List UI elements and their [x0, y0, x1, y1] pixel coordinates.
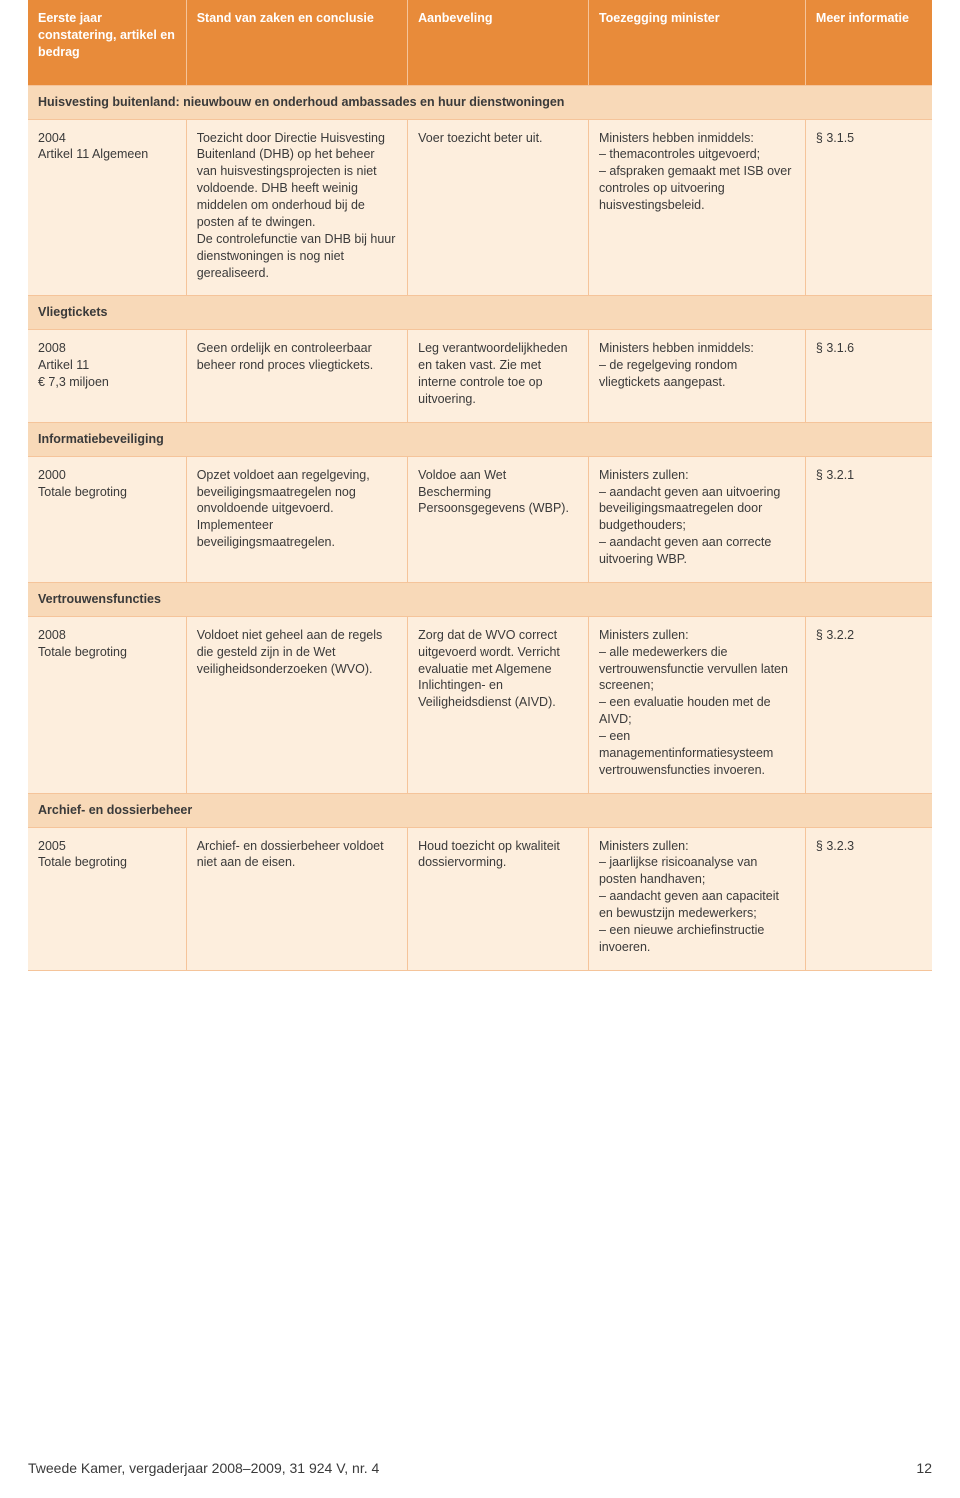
cell-c2: Toezicht door Directie Huisvesting Buite… — [186, 119, 407, 296]
section-title-text: Huisvesting buitenland: nieuwbouw en ond… — [38, 95, 564, 109]
cell-c2: Opzet voldoet aan regelgeving, beveiligi… — [186, 456, 407, 582]
col-header-2: Stand van zaken en conclusie — [186, 0, 407, 85]
cell-text: Zorg dat de WVO correct uitgevoerd wordt… — [418, 628, 563, 710]
cell-c2: Archief- en dossierbeheer voldoet niet a… — [186, 827, 407, 970]
section-title-text: Vliegtickets — [38, 305, 107, 319]
cell-text: Voldoe aan Wet Bescherming Persoonsgegev… — [418, 468, 569, 516]
section-title: Huisvesting buitenland: nieuwbouw en ond… — [28, 85, 932, 119]
cell-c5: § 3.2.2 — [805, 616, 932, 793]
findings-table: Eerste jaar constatering, artikel en bed… — [28, 0, 932, 971]
col-header-4: Toezegging minister — [588, 0, 805, 85]
cell-c5: § 3.1.6 — [805, 330, 932, 423]
section-title-text: Informatiebeveiliging — [38, 432, 164, 446]
cell-text: Toezicht door Directie Huisvesting Buite… — [197, 131, 399, 280]
table-row: 2008 Artikel 11 € 7,3 miljoen Geen ordel… — [28, 330, 932, 423]
cell-c2: Geen ordelijk en controleerbaar beheer r… — [186, 330, 407, 423]
cell-text: § 3.1.6 — [816, 341, 854, 355]
table-row: 2004 Artikel 11 Algemeen Toezicht door D… — [28, 119, 932, 296]
table-body: Huisvesting buitenland: nieuwbouw en ond… — [28, 85, 932, 970]
table-row: 2000 Totale begroting Opzet voldoet aan … — [28, 456, 932, 582]
cell-c3: Voer toezicht beter uit. — [408, 119, 589, 296]
col-header-2-text: Stand van zaken en conclusie — [197, 11, 374, 25]
section-title-text: Archief- en dossierbeheer — [38, 803, 192, 817]
cell-text: 2008 Artikel 11 € 7,3 miljoen — [38, 341, 109, 389]
cell-text: 2004 Artikel 11 Algemeen — [38, 131, 148, 162]
cell-c1: 2005 Totale begroting — [28, 827, 186, 970]
col-header-1-text: Eerste jaar constatering, artikel en bed… — [38, 11, 178, 59]
table-row: 2005 Totale begroting Archief- en dossie… — [28, 827, 932, 970]
cell-c5: § 3.2.3 — [805, 827, 932, 970]
cell-text: Ministers hebben inmiddels: – themacontr… — [599, 131, 795, 213]
section-title-text: Vertrouwensfuncties — [38, 592, 161, 606]
cell-c4: Ministers hebben inmiddels: – de regelge… — [588, 330, 805, 423]
section-row: Vliegtickets — [28, 296, 932, 330]
page-footer: Tweede Kamer, vergaderjaar 2008–2009, 31… — [0, 1459, 960, 1498]
cell-text: Ministers hebben inmiddels: – de regelge… — [599, 341, 754, 389]
section-row: Archief- en dossierbeheer — [28, 793, 932, 827]
cell-c4: Ministers hebben inmiddels: – themacontr… — [588, 119, 805, 296]
footer-left: Tweede Kamer, vergaderjaar 2008–2009, 31… — [28, 1459, 379, 1478]
cell-text: Archief- en dossierbeheer voldoet niet a… — [197, 839, 387, 870]
cell-text: Voldoet niet geheel aan de regels die ge… — [197, 628, 386, 676]
cell-text: Geen ordelijk en controleerbaar beheer r… — [197, 341, 376, 372]
footer-page-number: 12 — [916, 1459, 932, 1478]
cell-text: Houd toezicht op kwaliteit dossiervormin… — [418, 839, 563, 870]
cell-c1: 2008 Totale begroting — [28, 616, 186, 793]
cell-c2: Voldoet niet geheel aan de regels die ge… — [186, 616, 407, 793]
cell-c1: 2008 Artikel 11 € 7,3 miljoen — [28, 330, 186, 423]
page: Eerste jaar constatering, artikel en bed… — [0, 0, 960, 999]
section-row: Huisvesting buitenland: nieuwbouw en ond… — [28, 85, 932, 119]
cell-text: § 3.1.5 — [816, 131, 854, 145]
section-row: Informatiebeveiliging — [28, 422, 932, 456]
cell-text: Ministers zullen: – alle medewerkers die… — [599, 628, 791, 777]
cell-c5: § 3.2.1 — [805, 456, 932, 582]
section-title: Vertrouwensfuncties — [28, 582, 932, 616]
cell-text: Opzet voldoet aan regelgeving, beveiligi… — [197, 468, 374, 550]
table-header: Eerste jaar constatering, artikel en bed… — [28, 0, 932, 85]
table-row: 2008 Totale begroting Voldoet niet gehee… — [28, 616, 932, 793]
section-row: Vertrouwensfuncties — [28, 582, 932, 616]
cell-text: § 3.2.3 — [816, 839, 854, 853]
col-header-1: Eerste jaar constatering, artikel en bed… — [28, 0, 186, 85]
cell-c1: 2004 Artikel 11 Algemeen — [28, 119, 186, 296]
cell-text: Ministers zullen: – aandacht geven aan u… — [599, 468, 784, 566]
col-header-4-text: Toezegging minister — [599, 11, 720, 25]
cell-text: § 3.2.1 — [816, 468, 854, 482]
cell-c3: Voldoe aan Wet Bescherming Persoonsgegev… — [408, 456, 589, 582]
cell-text: 2008 Totale begroting — [38, 628, 127, 659]
col-header-5-text: Meer informatie — [816, 11, 909, 25]
col-header-3-text: Aanbeveling — [418, 11, 492, 25]
section-title: Archief- en dossierbeheer — [28, 793, 932, 827]
cell-c4: Ministers zullen: – jaarlijkse risicoana… — [588, 827, 805, 970]
section-title: Vliegtickets — [28, 296, 932, 330]
cell-c4: Ministers zullen: – aandacht geven aan u… — [588, 456, 805, 582]
cell-text: Ministers zullen: – jaarlijkse risicoana… — [599, 839, 782, 954]
cell-text: Voer toezicht beter uit. — [418, 131, 542, 145]
col-header-5: Meer informatie — [805, 0, 932, 85]
cell-text: Leg verantwoordelijkheden en taken vast.… — [418, 341, 571, 406]
cell-text: 2005 Totale begroting — [38, 839, 127, 870]
cell-c3: Zorg dat de WVO correct uitgevoerd wordt… — [408, 616, 589, 793]
cell-text: 2000 Totale begroting — [38, 468, 127, 499]
cell-c1: 2000 Totale begroting — [28, 456, 186, 582]
cell-text: § 3.2.2 — [816, 628, 854, 642]
section-title: Informatiebeveiliging — [28, 422, 932, 456]
cell-c5: § 3.1.5 — [805, 119, 932, 296]
cell-c3: Houd toezicht op kwaliteit dossiervormin… — [408, 827, 589, 970]
col-header-3: Aanbeveling — [408, 0, 589, 85]
cell-c4: Ministers zullen: – alle medewerkers die… — [588, 616, 805, 793]
cell-c3: Leg verantwoordelijkheden en taken vast.… — [408, 330, 589, 423]
